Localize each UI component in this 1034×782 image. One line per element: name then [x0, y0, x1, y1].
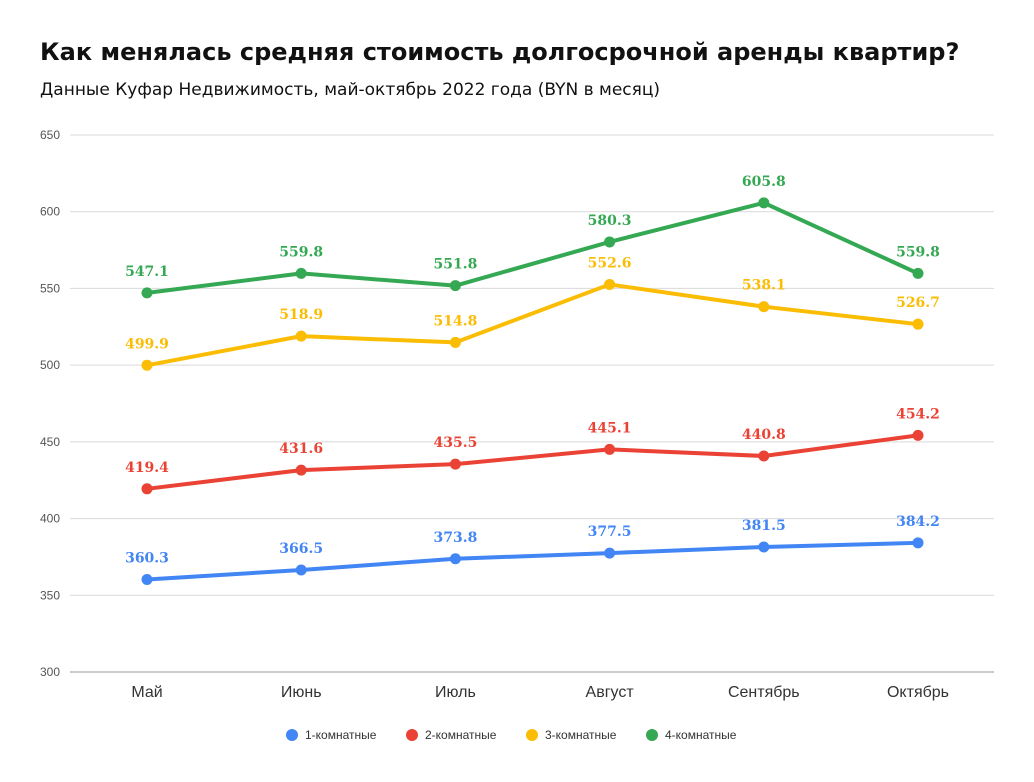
- y-tick-label: 450: [40, 435, 60, 449]
- data-point: [449, 336, 461, 348]
- data-point: [141, 287, 153, 299]
- data-label: 580.3: [588, 213, 632, 229]
- data-label: 366.5: [279, 541, 323, 557]
- legend-item-2: 2-комнатные: [406, 728, 497, 742]
- series-line: [145, 200, 920, 295]
- legend-label: 2-комнатные: [425, 728, 497, 742]
- series-4: 547.1 559.8 551.8 580.3 605.8 559.8: [125, 174, 940, 299]
- series-3: 499.9 518.9 514.8 552.6 538.1 526.7: [125, 255, 940, 371]
- data-point: [758, 450, 770, 462]
- data-label: 373.8: [433, 530, 477, 546]
- data-label: 381.5: [742, 518, 786, 534]
- legend-marker: [406, 729, 418, 741]
- chart-title: Как менялась средняя стоимость долгосроч…: [40, 38, 960, 66]
- data-label: 419.4: [125, 460, 169, 476]
- data-label: 559.8: [896, 244, 940, 260]
- data-point: [604, 278, 616, 290]
- data-label: 360.3: [125, 550, 169, 566]
- data-label: 547.1: [125, 264, 169, 280]
- chart-subtitle: Данные Куфар Недвижимость, май-октябрь 2…: [40, 80, 661, 100]
- y-tick-label: 350: [40, 588, 60, 602]
- legend-item-1: 1-комнатные: [286, 728, 377, 742]
- y-tick-label: 650: [40, 128, 60, 142]
- data-label: 552.6: [588, 255, 632, 271]
- series-line: [145, 433, 920, 491]
- data-point: [758, 197, 770, 209]
- legend-label: 3-комнатные: [545, 728, 617, 742]
- data-point: [295, 330, 307, 342]
- x-tick-label: Сентябрь: [728, 684, 800, 701]
- data-point: [758, 541, 770, 553]
- data-point: [912, 429, 924, 441]
- gridlines: [70, 134, 994, 673]
- data-label: 384.2: [896, 514, 940, 530]
- data-point: [141, 359, 153, 371]
- data-point: [295, 564, 307, 576]
- x-tick-label: Август: [586, 684, 635, 701]
- x-tick-label: Май: [131, 684, 162, 701]
- x-axis: Май Июнь Июль Август Сентябрь Октябрь: [131, 684, 949, 701]
- data-label: 551.8: [433, 257, 477, 273]
- data-label: 377.5: [588, 524, 632, 540]
- legend-marker: [646, 729, 658, 741]
- data-label: 445.1: [588, 420, 632, 436]
- data-point: [449, 280, 461, 292]
- y-tick-label: 500: [40, 358, 60, 372]
- x-tick-label: Октябрь: [887, 684, 949, 701]
- legend-marker: [526, 729, 538, 741]
- y-axis: 300 350 400 450 500 550 600 650: [40, 128, 60, 679]
- series-line: [145, 540, 920, 582]
- x-tick-label: Июль: [435, 684, 476, 701]
- data-label: 559.8: [279, 244, 323, 260]
- legend-item-3: 3-комнатные: [526, 728, 617, 742]
- data-label: 605.8: [742, 174, 786, 190]
- data-label: 538.1: [742, 278, 786, 294]
- data-point: [912, 537, 924, 549]
- legend: 1-комнатные 2-комнатные 3-комнатные 4-комна…: [286, 728, 737, 742]
- data-point: [604, 236, 616, 248]
- y-tick-label: 550: [40, 281, 60, 295]
- data-point: [604, 547, 616, 559]
- data-point: [758, 301, 770, 313]
- data-point: [912, 267, 924, 279]
- data-point: [449, 553, 461, 565]
- x-tick-label: Июнь: [281, 684, 322, 701]
- y-tick-label: 600: [40, 205, 60, 219]
- data-point: [141, 573, 153, 585]
- legend-label: 1-комнатные: [305, 728, 377, 742]
- y-tick-label: 300: [40, 665, 60, 679]
- data-label: 526.7: [896, 295, 940, 311]
- legend-label: 4-комнатные: [665, 728, 737, 742]
- data-point: [604, 443, 616, 455]
- data-point: [295, 267, 307, 279]
- series-lines: 360.3 366.5 373.8 377.5 381.5 384.2 419.4 431.6…: [125, 174, 940, 585]
- legend-marker: [286, 729, 298, 741]
- data-label: 499.9: [125, 336, 169, 352]
- y-tick-label: 400: [40, 512, 60, 526]
- series-1: 360.3 366.5 373.8 377.5 381.5 384.2: [125, 514, 940, 585]
- legend-item-4: 4-комнатные: [646, 728, 737, 742]
- data-label: 514.8: [433, 313, 477, 329]
- data-point: [141, 483, 153, 495]
- data-label: 435.5: [433, 435, 477, 451]
- data-point: [295, 464, 307, 476]
- data-label: 431.6: [279, 441, 323, 457]
- data-label: 518.9: [279, 307, 323, 323]
- series-line: [145, 282, 920, 368]
- data-point: [912, 318, 924, 330]
- series-2: 419.4 431.6 435.5 445.1 440.8 454.2: [125, 406, 940, 495]
- data-label: 454.2: [896, 406, 940, 422]
- data-label: 440.8: [742, 427, 786, 443]
- data-point: [449, 458, 461, 470]
